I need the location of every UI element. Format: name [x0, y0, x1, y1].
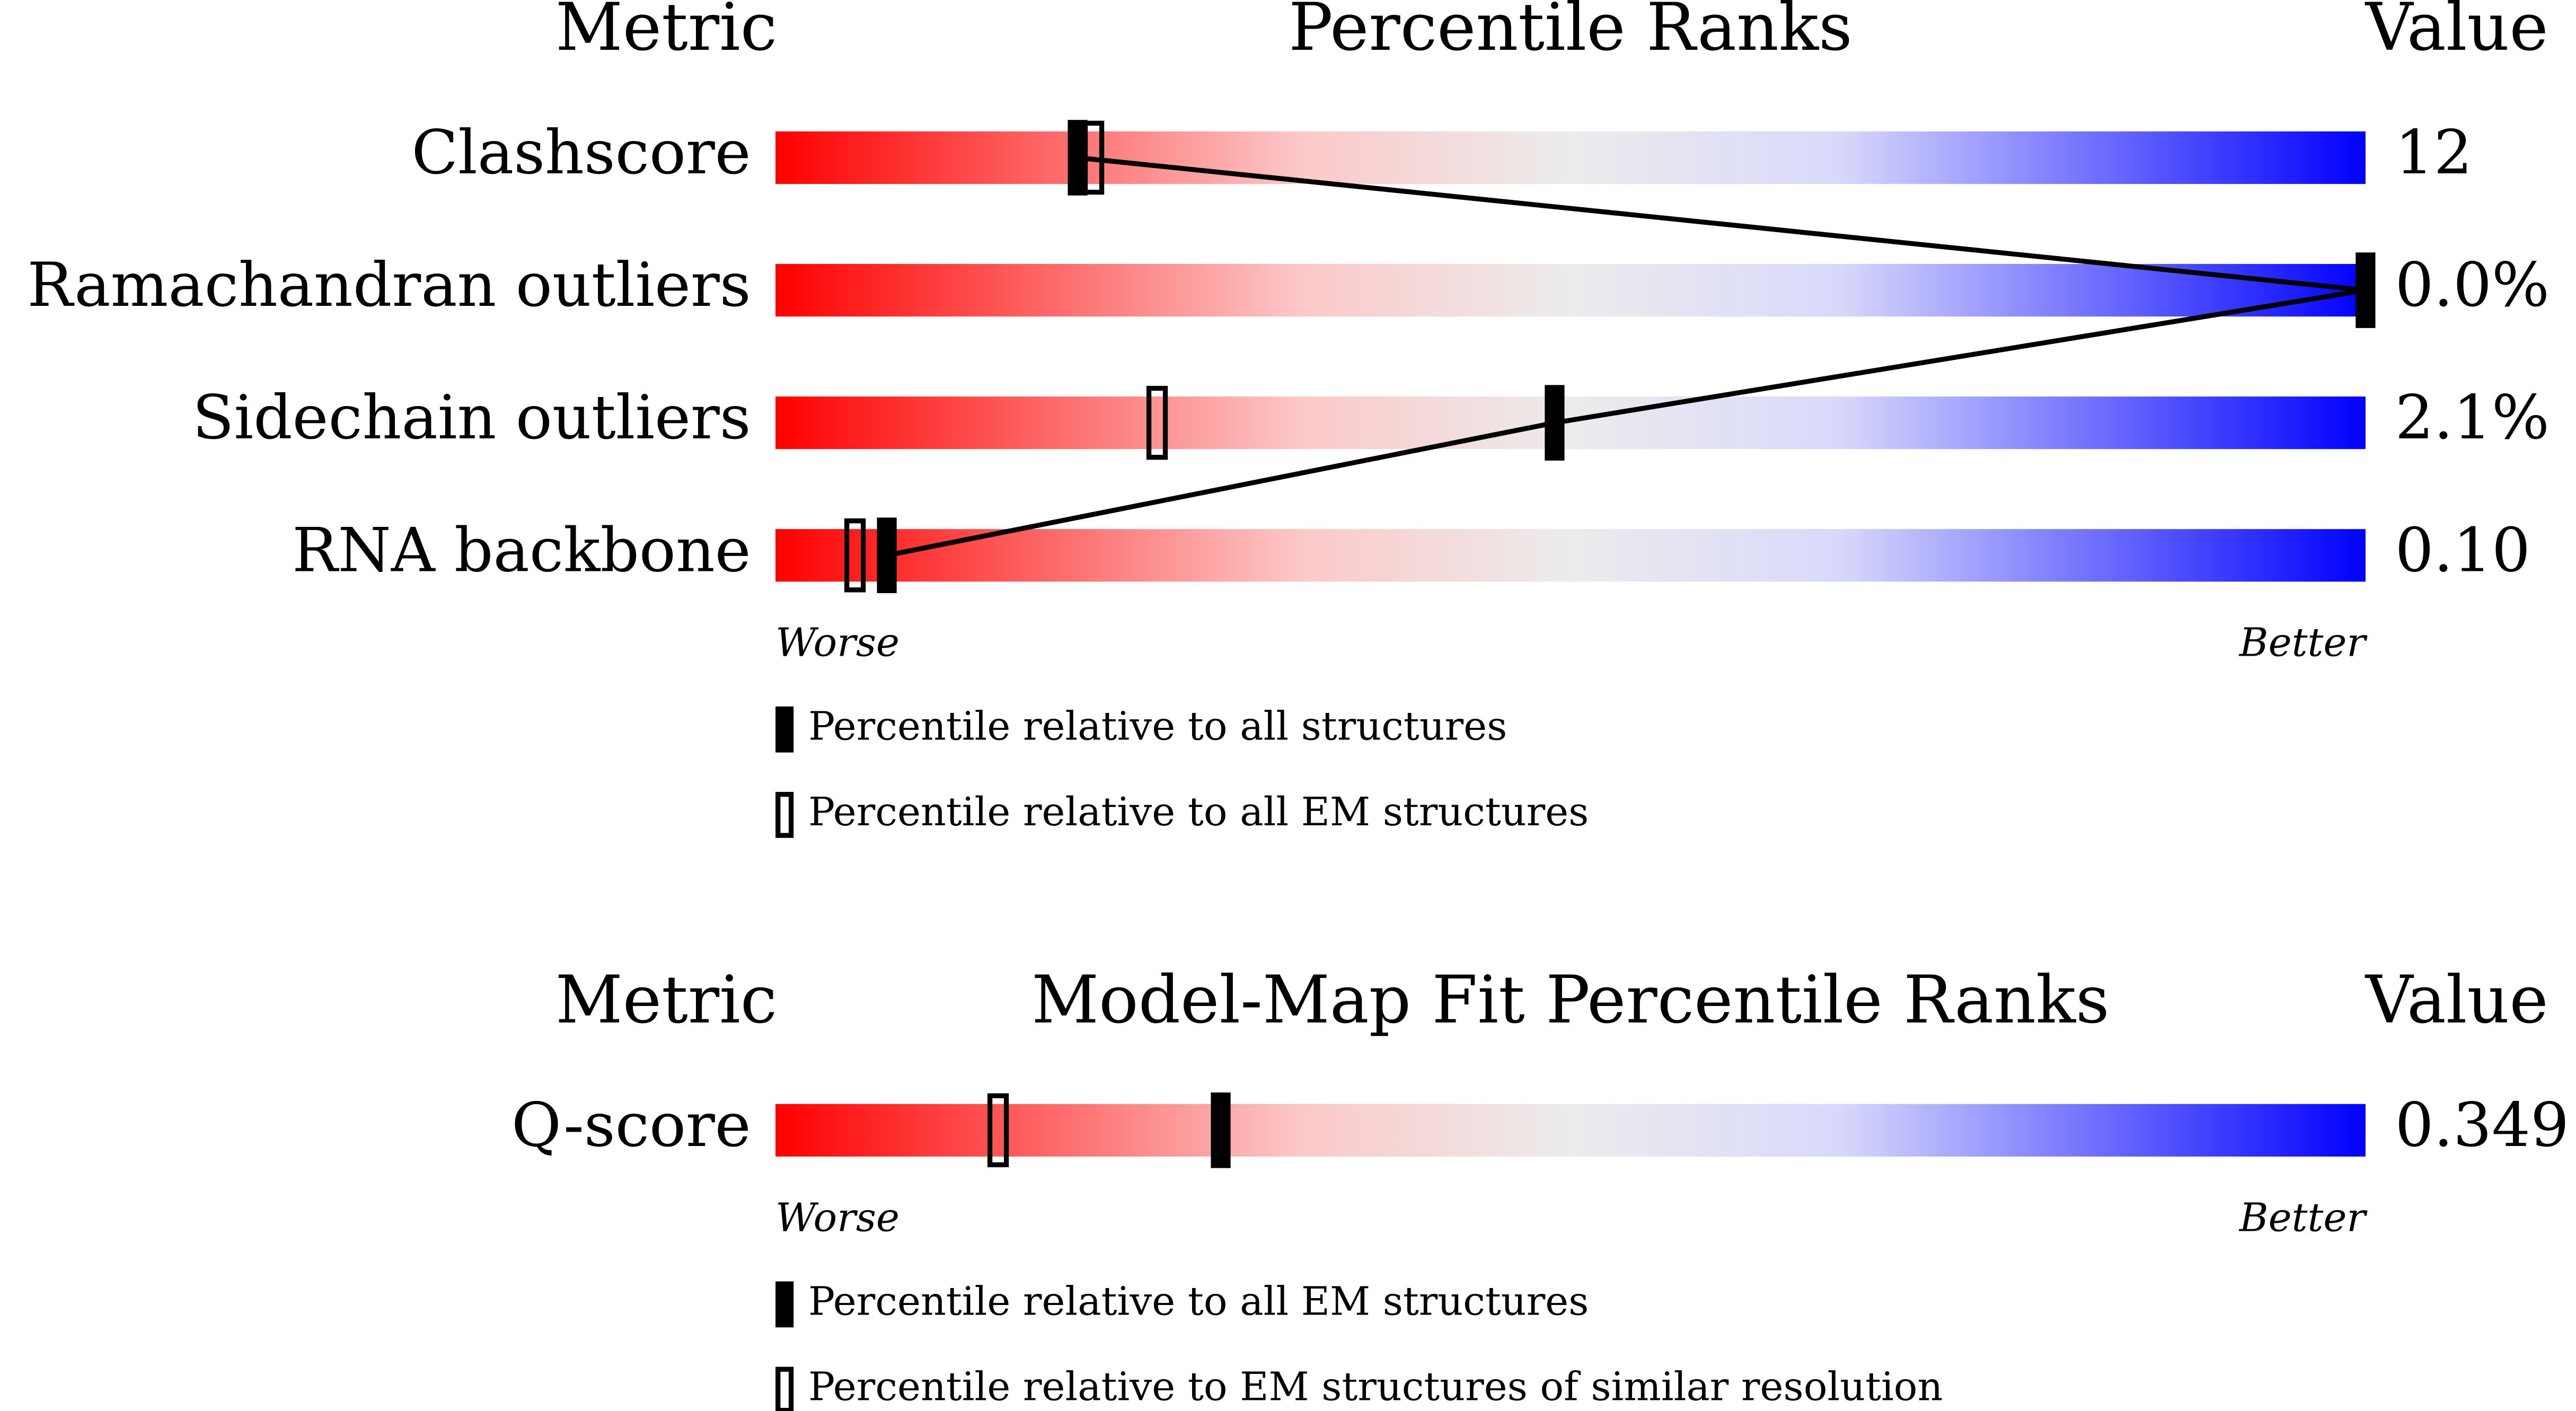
header-value: Value — [2365, 0, 2548, 66]
better-label: Better — [2238, 1194, 2368, 1240]
percentile-bar — [775, 396, 2366, 449]
worse-label: Worse — [775, 1194, 899, 1240]
metric-name: Q-score — [511, 1090, 751, 1161]
legend-label: Percentile relative to EM structures of … — [808, 1363, 1943, 1409]
metric-name: Ramachandran outliers — [27, 250, 751, 321]
connector-line — [886, 155, 2366, 558]
legend-icon-hollow — [775, 1366, 794, 1411]
percentile-marker — [1211, 1092, 1231, 1168]
metric-value: 0.10 — [2395, 515, 2530, 586]
header-title: Model-Map Fit Percentile Ranks — [1031, 962, 2109, 1038]
percentile-bar — [775, 529, 2366, 582]
legend-icon — [775, 1281, 794, 1328]
percentile-bar — [775, 1104, 2366, 1157]
header-metric: Metric — [555, 0, 777, 66]
metric-name: Clashscore — [411, 118, 751, 188]
legend-label: Percentile relative to all EM structures — [808, 1278, 1589, 1324]
better-label: Better — [2238, 620, 2368, 666]
percentile-marker-hollow — [844, 518, 866, 593]
header-metric: Metric — [555, 962, 777, 1038]
metric-value: 2.1% — [2395, 383, 2549, 453]
percentile-marker — [2356, 252, 2376, 328]
percentile-marker-hollow — [987, 1093, 1009, 1168]
metric-value: 0.0% — [2395, 250, 2549, 321]
legend-label: Percentile relative to all EM structures — [808, 789, 1589, 835]
metric-name: Sidechain outliers — [192, 383, 751, 453]
percentile-marker-hollow — [1146, 385, 1168, 460]
worse-label: Worse — [775, 620, 899, 666]
percentile-marker — [1545, 385, 1565, 461]
header-title: Percentile Ranks — [1289, 0, 1852, 66]
metric-name: RNA backbone — [292, 515, 751, 586]
legend-icon — [775, 706, 794, 753]
percentile-marker-hollow — [1082, 120, 1105, 195]
metric-value: 12 — [2395, 118, 2473, 188]
metric-value: 0.349 — [2395, 1090, 2569, 1161]
legend-icon-hollow — [775, 792, 794, 838]
header-value: Value — [2365, 962, 2548, 1038]
percentile-marker — [877, 517, 897, 594]
legend-label: Percentile relative to all structures — [808, 703, 1507, 749]
percentile-bar — [775, 264, 2366, 317]
percentile-bar — [775, 131, 2366, 184]
